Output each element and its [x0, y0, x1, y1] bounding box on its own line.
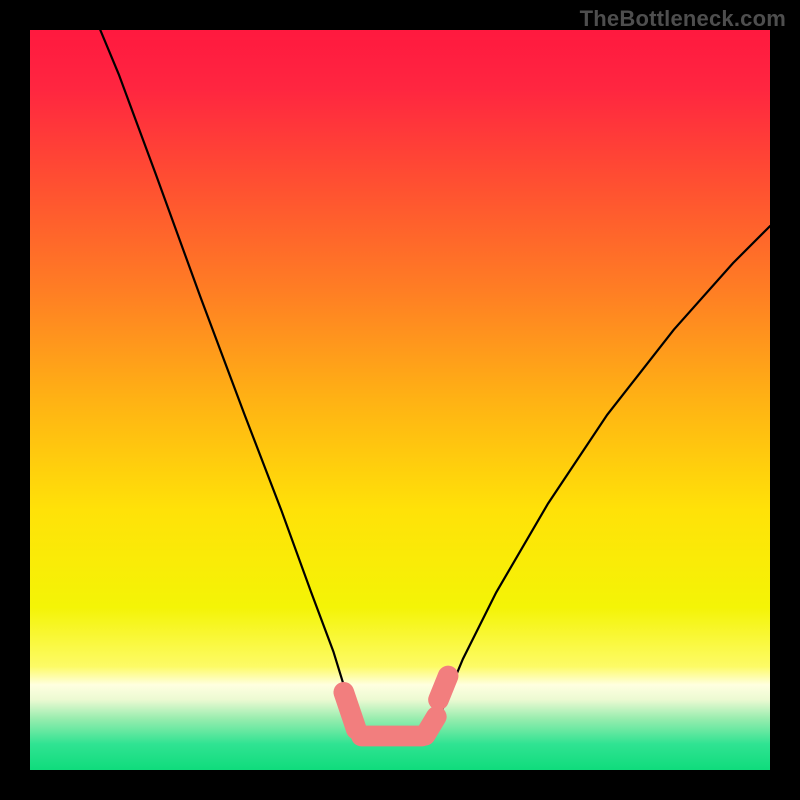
valley-marker-segment: [425, 717, 436, 736]
bottleneck-chart-svg: [0, 0, 800, 800]
heat-gradient-plot: [30, 30, 770, 770]
valley-marker-segment: [344, 692, 357, 729]
watermark-text: TheBottleneck.com: [580, 6, 786, 32]
valley-marker-segment: [439, 676, 449, 700]
chart-canvas: TheBottleneck.com: [0, 0, 800, 800]
